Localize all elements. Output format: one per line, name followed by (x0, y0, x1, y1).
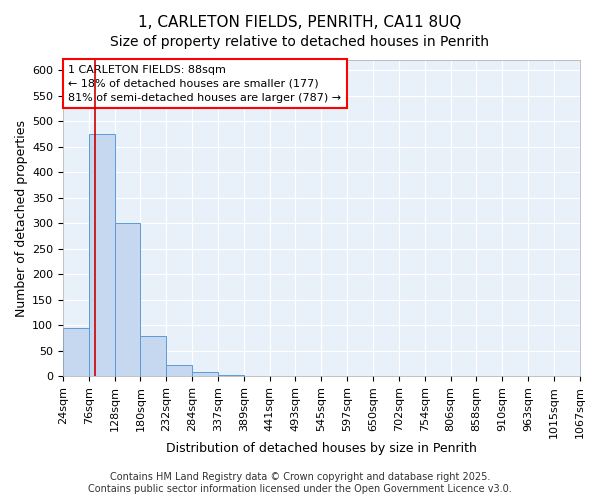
Bar (63, 328, 89, 376)
X-axis label: Distribution of detached houses by size in Penrith: Distribution of detached houses by size … (166, 442, 477, 455)
Text: Contains HM Land Registry data © Crown copyright and database right 2025.
Contai: Contains HM Land Registry data © Crown c… (88, 472, 512, 494)
Bar (140, 336, 166, 376)
Text: Size of property relative to detached houses in Penrith: Size of property relative to detached ho… (110, 35, 490, 49)
Bar (89, 134, 115, 376)
Bar (115, 223, 140, 376)
Text: 1, CARLETON FIELDS, PENRITH, CA11 8UQ: 1, CARLETON FIELDS, PENRITH, CA11 8UQ (139, 15, 461, 30)
Bar (192, 372, 218, 376)
Y-axis label: Number of detached properties: Number of detached properties (15, 120, 28, 316)
Bar (166, 365, 192, 376)
Text: 1 CARLETON FIELDS: 88sqm
← 18% of detached houses are smaller (177)
81% of semi-: 1 CARLETON FIELDS: 88sqm ← 18% of detach… (68, 64, 341, 102)
Bar (218, 375, 244, 376)
